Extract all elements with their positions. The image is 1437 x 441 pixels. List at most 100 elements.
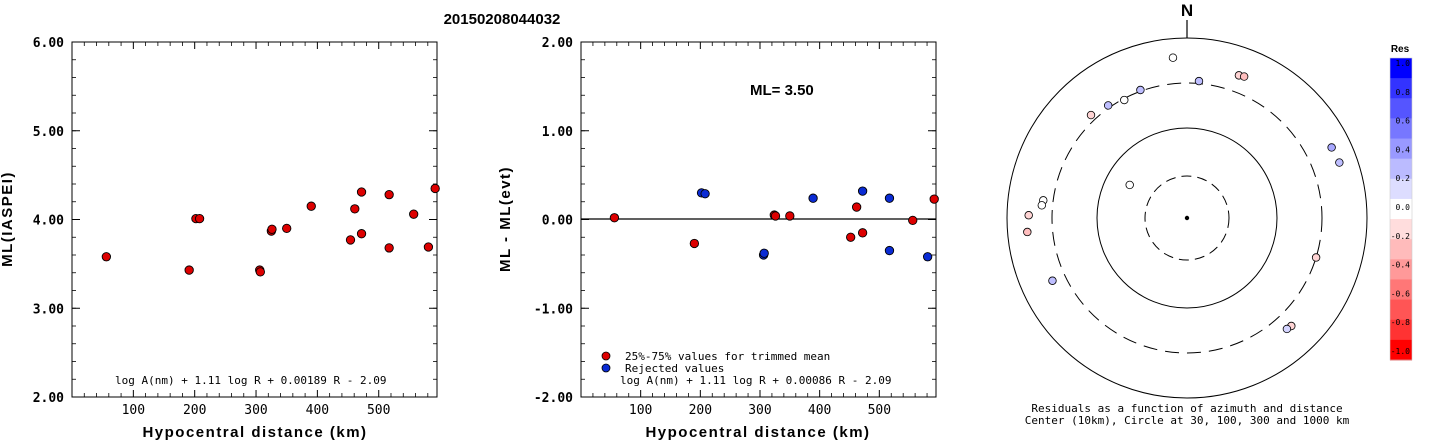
colorbar-tick-label: -0.4 — [1391, 261, 1410, 270]
colorbar-tick-label: 0.0 — [1396, 203, 1411, 212]
station-point — [423, 242, 434, 252]
rejected-point — [700, 189, 710, 199]
colorbar-block — [1390, 198, 1412, 220]
colorbar-block — [1390, 178, 1412, 200]
colorbar-block — [1390, 279, 1412, 301]
y-tick-label: 0.00 — [542, 214, 573, 229]
station-point — [384, 243, 394, 253]
station-residual-point — [1282, 324, 1292, 334]
colorbar-tick-label: 0.2 — [1396, 174, 1411, 183]
formula-label: log A(nm) + 1.11 log R + 0.00086 R - 2.0… — [620, 374, 892, 387]
colorbar-block — [1390, 78, 1412, 99]
trimmed-point — [785, 211, 795, 221]
y-tick-label: 4.00 — [33, 214, 64, 229]
x-axis-label: Hypocentral distance (km) — [142, 424, 367, 441]
rejected-point — [857, 186, 868, 196]
colorbar-tick-label: -0.6 — [1391, 289, 1410, 298]
rejected-point — [808, 193, 818, 203]
trimmed-point — [770, 211, 781, 221]
station-residual-point — [1023, 227, 1032, 237]
magnitude-vs-distance-chart: 100 200 300 400 500 2.00 3.00 4.00 5.00 6.00 log … — [0, 36, 440, 441]
station-point — [101, 252, 112, 262]
colorbar-block — [1390, 219, 1412, 240]
y-tick-label: 2.00 — [542, 36, 573, 51]
colorbar-tick-label: 0.4 — [1396, 145, 1411, 154]
colorbar-block — [1390, 138, 1412, 160]
y-tick-label: -1.00 — [534, 302, 573, 317]
colorbar-block — [1390, 239, 1412, 260]
x-tick-label: 200 — [183, 403, 206, 418]
station-residual-point — [1194, 76, 1204, 86]
station-point — [184, 265, 194, 275]
north-label: N — [1181, 1, 1193, 20]
trimmed-point — [609, 213, 620, 223]
epicenter-dot — [1184, 215, 1190, 221]
station-residual-point — [1048, 276, 1057, 285]
colorbar-block — [1390, 118, 1412, 140]
colorbar-block — [1390, 339, 1412, 361]
station-residual-point — [1037, 201, 1047, 210]
x-tick-label: 400 — [306, 403, 329, 418]
y-tick-label: 6.00 — [33, 36, 64, 51]
station-point — [384, 189, 394, 200]
colorbar-tick-label: 0.6 — [1396, 117, 1411, 126]
y-axis-label: ML - ML(evt) — [497, 166, 514, 272]
ml-annotation: ML= 3.50 — [750, 82, 814, 99]
station-point — [282, 223, 292, 234]
station-point — [409, 209, 419, 219]
station-residual-point — [1335, 158, 1344, 167]
station-residual-point — [1086, 110, 1096, 120]
colorbar-title: Res — [1391, 44, 1410, 55]
x-tick-label: 500 — [868, 403, 891, 418]
station-point — [430, 183, 440, 194]
station-residual-point — [1239, 72, 1249, 81]
station-residual-point — [1103, 101, 1113, 110]
trimmed-point — [929, 194, 939, 204]
legend-marker-rejected — [601, 363, 611, 373]
station-residual-point — [1311, 253, 1321, 262]
formula-label: log A(nm) + 1.11 log R + 0.00189 R - 2.0… — [115, 374, 387, 387]
residual-colorbar: Res 1.0 0.8 0.6 0.4 0.2 0.0 -0.2 -0.4 -0.6 -0.8 -1… — [1389, 44, 1413, 361]
station-point — [345, 235, 356, 245]
station-residual-point — [1024, 211, 1033, 220]
trimmed-point — [689, 238, 700, 249]
y-axis-label: ML(IASPEI) — [0, 171, 16, 267]
rejected-point — [922, 252, 933, 262]
range-circle-300km — [1051, 82, 1323, 354]
polar-caption-line2: Center (10km), Circle at 30, 100, 300 an… — [1025, 414, 1350, 427]
page-title: 20150208044032 — [444, 11, 561, 28]
colorbar-tick-label: 1.0 — [1396, 59, 1411, 68]
range-circle-1000km — [1006, 37, 1368, 399]
legend-marker-trimmed — [601, 351, 611, 361]
colorbar-tick-label: 0.8 — [1396, 88, 1411, 97]
polar-caption-line1: Residuals as a function of azimuth and d… — [1031, 402, 1342, 415]
station-residual-point — [1136, 85, 1145, 95]
x-tick-label: 100 — [122, 403, 145, 418]
x-axis-label: Hypocentral distance (km) — [645, 424, 870, 441]
rejected-point — [759, 248, 769, 258]
station-point — [267, 224, 277, 234]
colorbar-block — [1390, 158, 1412, 180]
x-tick-label: 500 — [367, 403, 390, 418]
station-point — [356, 187, 367, 197]
station-residual-point — [1125, 180, 1134, 190]
station-point — [350, 204, 360, 214]
legend-label-trimmed: 25%-75% values for trimmed mean — [625, 350, 830, 363]
station-point — [255, 267, 265, 277]
trimmed-point — [908, 215, 918, 226]
x-tick-label: 400 — [808, 403, 831, 418]
trimmed-point — [846, 232, 856, 242]
x-tick-label: 100 — [629, 403, 652, 418]
colorbar-block — [1390, 58, 1412, 79]
colorbar-block — [1390, 319, 1412, 341]
azimuth-residual-polar-plot: N Residuals as a function of azimuth and… — [1006, 1, 1368, 427]
x-tick-label: 300 — [748, 403, 771, 418]
colorbar-block — [1390, 299, 1412, 321]
y-tick-label: 2.00 — [33, 391, 64, 406]
colorbar-block — [1390, 98, 1412, 119]
colorbar-tick-label: -1.0 — [1391, 347, 1410, 356]
legend-label-rejected: Rejected values — [625, 362, 724, 375]
y-tick-label: 5.00 — [33, 125, 64, 140]
x-tick-label: 200 — [689, 403, 712, 418]
